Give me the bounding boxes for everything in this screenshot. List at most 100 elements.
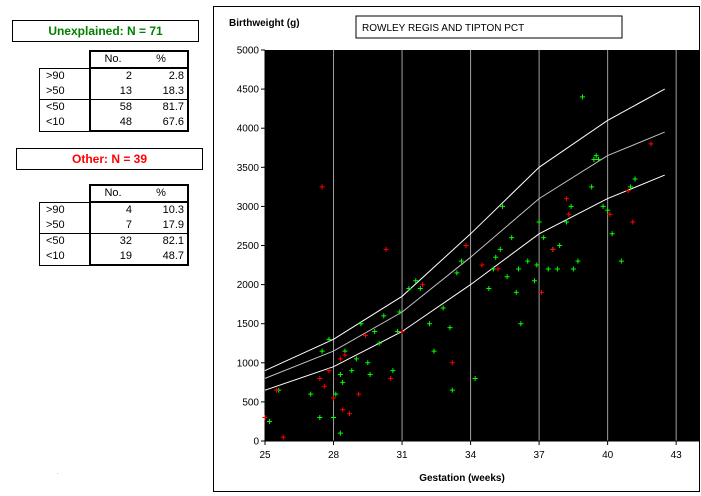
unexplained-point [426,321,432,327]
y-tick-label: 500 [242,397,259,408]
other-point [550,246,556,252]
y-tick-label: 3500 [237,163,260,174]
y-tick-label: 4000 [237,124,260,135]
y-tick-label: 3000 [237,202,260,213]
other-point [342,352,348,358]
unexplained-point [518,321,524,327]
row-label: >90 [39,67,90,84]
unexplained-point [340,379,346,385]
x-axis-label: Gestation (weeks) [419,473,505,484]
unexplained-point [534,262,540,268]
unexplained-point [440,305,446,311]
unexplained-point [267,418,273,424]
table-row: >90 4 10.3 [39,201,189,218]
other-point [273,387,279,393]
row-pct: 81.7 [135,99,189,115]
unexplained-point [472,375,478,381]
unexplained-point [431,348,437,354]
unexplained-point [490,266,496,272]
table-header-row: No. % [40,50,189,69]
other-point [326,368,332,374]
other-point [383,246,389,252]
unexplained-point [570,266,576,272]
x-tick-label: 28 [328,450,340,461]
unexplained-point [319,348,325,354]
y-tick-label: 5000 [237,46,260,57]
unexplained-table: No. % >90 2 2.8 >50 13 18.3 <50 58 81.7 … [39,50,189,132]
row-pct: 18.3 [135,84,189,100]
table-row: <10 19 48.7 [39,249,189,266]
other-title: Other: N = 39 [16,148,203,170]
table-row: <50 32 82.1 [39,233,189,249]
unexplained-point [618,258,624,264]
header-no: No. [89,50,135,69]
unexplained-point [447,325,453,331]
unexplained-point [353,356,359,362]
unexplained-point [513,289,519,295]
chart-title: ROWLEY REGIS AND TIPTON PCT [362,23,524,34]
unexplained-point [595,156,601,162]
row-no: 48 [89,115,135,132]
row-no: 4 [89,201,135,218]
chart-frame: 0 500 1000 1500 2000 2500 3000 3500 4000 4500 5000… [213,6,700,492]
unexplained-point [376,340,382,346]
other-point [420,282,426,288]
unexplained-point [331,415,337,421]
unexplained-point [545,266,551,272]
table-row: >90 2 2.8 [39,67,189,84]
unexplained-point [337,430,343,436]
unexplained-point [589,184,595,190]
unexplained-point [575,258,581,264]
row-label: <10 [39,249,90,266]
centile-line [264,131,665,379]
other-point [630,219,636,225]
plot-area [265,50,699,441]
unexplained-point [564,219,570,225]
unexplained-point [605,207,611,213]
other-point [388,375,394,381]
row-pct: 67.6 [135,115,189,132]
row-label: >90 [39,201,90,218]
row-pct: 48.7 [135,249,189,266]
unexplained-point [525,258,531,264]
unexplained-point [536,219,542,225]
unexplained-point [417,286,423,292]
table-row: >50 7 17.9 [39,218,189,234]
other-point [495,266,501,272]
unexplained-point [394,329,400,335]
centile-line [264,88,665,372]
unexplained-point [486,286,492,292]
row-label: >50 [39,218,90,234]
other-point [479,262,485,268]
other-point [262,415,268,421]
other-table: No. % >90 4 10.3 >50 7 17.9 <50 32 82.1 … [39,184,189,266]
y-tick-label: 1000 [237,358,260,369]
other-point [337,356,343,362]
unexplained-point [600,203,606,209]
other-point [340,407,346,413]
other-point [625,188,631,194]
row-label: <10 [39,115,90,132]
unexplained-point [497,246,503,252]
y-tick-label: 1500 [237,319,260,330]
x-tick-label: 43 [671,450,683,461]
x-tick-label: 40 [602,450,614,461]
y-tick-label: 2000 [237,280,260,291]
x-tick-label: 34 [465,450,477,461]
table-row: >50 13 18.3 [39,84,189,100]
unexplained-point [554,266,560,272]
row-no: 2 [89,67,135,84]
table-row: <10 48 67.6 [39,115,189,132]
unexplained-point [458,258,464,264]
other-point [566,211,572,217]
row-label: >50 [39,84,90,100]
unexplained-point [504,274,510,280]
unexplained-point [390,368,396,374]
unexplained-point [337,372,343,378]
unexplained-point [500,203,506,209]
unexplained-point [308,391,314,397]
unexplained-point [413,278,419,284]
other-point [331,395,337,401]
unexplained-point [372,329,378,335]
y-tick-label: 0 [253,437,259,448]
